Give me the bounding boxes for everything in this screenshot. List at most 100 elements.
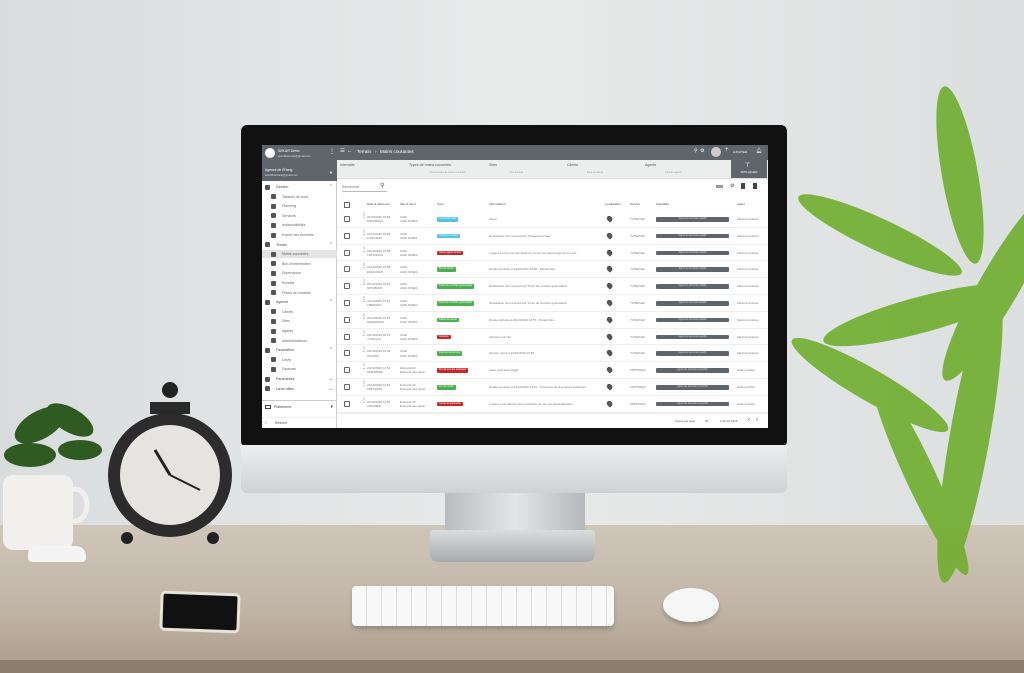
- location-pin-icon[interactable]: [605, 215, 613, 223]
- agent-cell[interactable]: Maxime Antoine: [737, 284, 759, 289]
- column-header[interactable]: Localisation: [605, 202, 621, 206]
- location-pin-icon[interactable]: [605, 299, 613, 307]
- row-checkbox[interactable]: [344, 316, 350, 323]
- sidebar-item[interactable]: Clients: [262, 308, 337, 316]
- service-cell[interactable]: 7VS9F5HZ: [630, 351, 645, 356]
- service-cell[interactable]: 7VS9F5HZ: [630, 267, 645, 272]
- row-checkbox[interactable]: [344, 283, 350, 290]
- table-row[interactable]: ⋮ 22/10/2020 16:59 P9HKMFNS AUDI AUDI NIME…: [337, 211, 768, 228]
- client[interactable]: AUDI NIMES: [400, 353, 418, 358]
- row-checkbox[interactable]: [344, 266, 350, 273]
- location-pin-icon[interactable]: [605, 232, 613, 240]
- row-checkbox[interactable]: [344, 232, 350, 239]
- agent-cell[interactable]: Maxime Antoine: [737, 301, 759, 305]
- location-pin-icon[interactable]: [605, 366, 613, 374]
- sidebar-item[interactable]: Factures: [262, 365, 337, 373]
- client[interactable]: Entrepôt des quais: [400, 404, 426, 408]
- client[interactable]: AUDI NIMES: [400, 269, 418, 274]
- apply-button[interactable]: ⊤ APPLIQUER: [731, 160, 767, 178]
- prev-page-icon[interactable]: ‹: [748, 417, 750, 423]
- plus-icon[interactable]: +: [725, 147, 729, 153]
- table-row[interactable]: ⋮ 22/10/2020 16:58 EM00J2005 AUDI AUDI NIM…: [337, 261, 768, 279]
- sidebar-item[interactable]: Paramètres ⌄: [262, 375, 337, 383]
- service-cell[interactable]: 7VS9F5HZ: [630, 317, 645, 322]
- column-header[interactable]: Informations: [489, 202, 506, 206]
- sidebar-item[interactable]: Rondes: [262, 279, 337, 287]
- chevron-up-icon[interactable]: ⌃: [328, 347, 333, 354]
- column-header[interactable]: Agent: [737, 202, 745, 206]
- sidebar-item[interactable]: Sites: [262, 317, 337, 325]
- client[interactable]: AUDI NIMES: [400, 219, 418, 224]
- sidebar-item[interactable]: Agence ⌃: [262, 298, 337, 306]
- row-checkbox[interactable]: [344, 350, 350, 357]
- client[interactable]: AUDI NIMES: [400, 303, 418, 308]
- agent-cell[interactable]: Maxime Antoine: [737, 334, 759, 339]
- service-cell[interactable]: 7VS9F5HZ: [630, 284, 645, 289]
- columns-icon[interactable]: [716, 185, 723, 188]
- agent-cell[interactable]: Maxime Antoine: [737, 351, 759, 356]
- agent-cell[interactable]: Hélène Arthur: [737, 401, 756, 406]
- row-menu-icon[interactable]: ⋮: [361, 263, 367, 270]
- table-row[interactable]: ⋮ 22/10/2020 16:56 2KLDIML AUDI AUDI NIMES…: [337, 345, 768, 363]
- table-row[interactable]: ⋮ 22/10/2020 16:57 9P7Q8F9R AUDI AUDI NIME…: [337, 278, 768, 295]
- collapse-button[interactable]: ‹ Réduire: [262, 417, 337, 427]
- agent-cell[interactable]: Maxime Antoine: [737, 233, 759, 238]
- gear-icon[interactable]: ⚙: [730, 183, 735, 189]
- sidebar-item[interactable]: Devis: [262, 356, 337, 364]
- agents-filter[interactable]: Agents Tous les agents: [645, 163, 682, 174]
- client[interactable]: Entrepôt des quais: [400, 387, 426, 392]
- row-checkbox[interactable]: [344, 333, 350, 340]
- site[interactable]: AUDI: [400, 265, 408, 270]
- table-row[interactable]: ⋮ 22/10/2020 16:57 YLMFQJ0 AUDI AUDI NIMES…: [337, 329, 768, 346]
- table-row[interactable]: ⋮ 22/10/2020 16:58 T0ZT2WNS AUDI AUDI NIME…: [337, 245, 768, 262]
- service-cell[interactable]: 7VS9F5HZ: [630, 217, 645, 221]
- chevron-up-icon[interactable]: ⌃: [328, 299, 333, 306]
- sidebar-item[interactable]: Mains courantes: [262, 250, 337, 259]
- row-menu-icon[interactable]: ⋮: [361, 381, 367, 387]
- location-pin-icon[interactable]: [605, 265, 613, 273]
- bell-icon[interactable]: 🔔︎: [756, 148, 763, 154]
- rows-per-page-select[interactable]: 25: [705, 419, 709, 423]
- client[interactable]: AUDI NIMES: [400, 252, 418, 257]
- agent-cell[interactable]: Maxime Antoine: [737, 317, 759, 322]
- row-checkbox[interactable]: [344, 216, 350, 222]
- sidebar-item[interactable]: Terrain ⌃: [262, 241, 337, 249]
- chevron-up-icon[interactable]: ⌃: [328, 241, 333, 248]
- location-pin-icon[interactable]: [605, 248, 613, 256]
- site[interactable]: AUDI: [400, 282, 408, 287]
- search-icon[interactable]: ⚲: [380, 183, 385, 189]
- sidebar-item[interactable]: Services: [262, 212, 337, 220]
- client[interactable]: AUDI NIMES: [400, 236, 418, 240]
- agent-cell[interactable]: Maxime Antoine: [737, 217, 759, 221]
- service-cell[interactable]: 7VS9F5HZ: [630, 334, 645, 339]
- row-checkbox[interactable]: [344, 400, 350, 407]
- table-row[interactable]: ⋮ 22/10/2020 14:51 L8B7Q5AH Entrepôt 33 En…: [337, 379, 768, 396]
- location-pin-icon[interactable]: [605, 332, 613, 340]
- chevron-up-icon[interactable]: ⌃: [328, 184, 333, 190]
- row-menu-icon[interactable]: ⋮: [361, 246, 367, 253]
- chevron-down-icon[interactable]: ▼: [329, 170, 333, 175]
- location-pin-icon[interactable]: [605, 316, 613, 324]
- table-row[interactable]: ⋮ 22/10/2020 14:51 MDK3BDRL Entrepôt 33 En…: [337, 362, 768, 379]
- row-menu-icon[interactable]: ⋮: [361, 330, 367, 337]
- location-pin-icon[interactable]: [605, 383, 613, 391]
- site[interactable]: AUDI: [400, 315, 408, 320]
- add-button[interactable]: AJOUTER: [733, 150, 748, 154]
- more-icon[interactable]: ⋮: [329, 149, 335, 155]
- sidebar-item[interactable]: Export des données: [262, 231, 337, 239]
- row-checkbox[interactable]: [344, 249, 350, 256]
- service-cell[interactable]: X5P67RQH: [630, 368, 646, 373]
- row-menu-icon[interactable]: ⋮: [361, 280, 367, 287]
- site[interactable]: Entrepôt 33: [400, 399, 416, 404]
- client[interactable]: AUDI NIMES: [400, 336, 418, 341]
- next-page-icon[interactable]: ›: [756, 417, 758, 423]
- service-cell[interactable]: 7VS9F5HZ: [630, 301, 645, 305]
- sidebar-item[interactable]: Tableau de bord: [262, 193, 337, 201]
- sidebar-item[interactable]: Gestion ⌃: [262, 183, 337, 191]
- service-cell[interactable]: X5P67RQH: [630, 401, 646, 406]
- site[interactable]: AUDI: [400, 248, 408, 253]
- types-filter[interactable]: Types de mains courantes Tous les types d…: [409, 163, 466, 174]
- sidebar-item[interactable]: Supervision: [262, 269, 337, 277]
- site[interactable]: AUDI: [400, 231, 408, 236]
- settings-icon[interactable]: ⚙: [700, 148, 705, 154]
